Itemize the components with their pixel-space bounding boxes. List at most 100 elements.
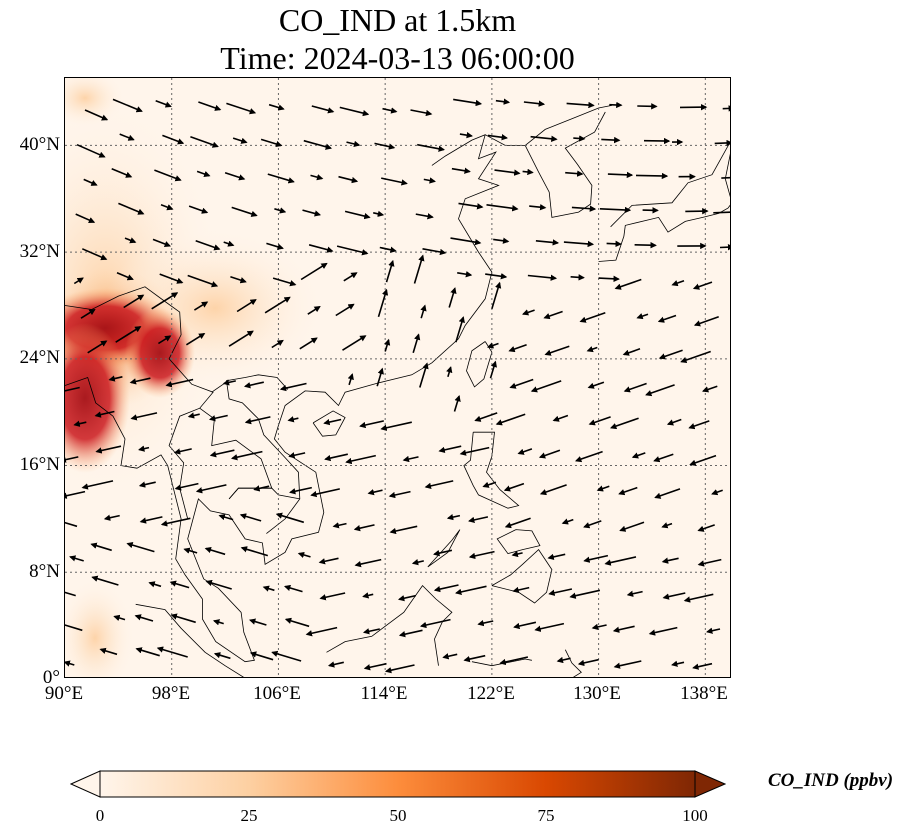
wind-arrow bbox=[73, 420, 87, 427]
wind-arrow bbox=[438, 445, 462, 454]
map-title-time: Time: 2024-03-13 06:00:00 bbox=[220, 40, 575, 76]
wind-arrow bbox=[95, 445, 122, 454]
wind-arrow bbox=[253, 485, 270, 492]
wind-arrow bbox=[170, 613, 196, 624]
wind-arrow bbox=[450, 237, 482, 246]
wind-arrow bbox=[547, 553, 566, 561]
wind-arrow bbox=[631, 452, 646, 459]
wind-arrow bbox=[243, 381, 264, 389]
wind-arrow bbox=[402, 455, 419, 463]
colorbar-label: CO_IND (ppbv) bbox=[768, 770, 894, 791]
wind-arrow bbox=[159, 273, 184, 284]
wind-arrow bbox=[433, 549, 453, 557]
wind-arrow bbox=[609, 101, 623, 109]
wind-arrow bbox=[134, 614, 154, 622]
wind-arrow bbox=[701, 385, 718, 393]
wind-arrow bbox=[188, 205, 209, 214]
wind-arrow bbox=[586, 346, 598, 353]
lat-tick-16n: 16°N bbox=[19, 454, 60, 475]
colorbar-min-extend bbox=[70, 770, 101, 798]
wind-arrow bbox=[108, 375, 123, 382]
wind-arrow bbox=[302, 209, 322, 217]
wind-arrow bbox=[512, 586, 530, 594]
wind-arrow bbox=[248, 618, 267, 626]
wind-arrow bbox=[165, 378, 194, 388]
wind-arrow bbox=[493, 237, 510, 244]
wind-arrow bbox=[563, 240, 595, 248]
wind-arrow bbox=[91, 575, 119, 586]
wind-arrow bbox=[271, 339, 284, 349]
korea-china-border-line bbox=[524, 105, 612, 146]
wind-arrow bbox=[711, 489, 723, 496]
wind-arrow bbox=[283, 584, 303, 593]
wind-arrow bbox=[124, 237, 137, 244]
wind-arrow bbox=[266, 242, 284, 250]
wind-arrow bbox=[223, 240, 235, 247]
wind-arrow bbox=[65, 490, 86, 499]
wind-arrow bbox=[477, 619, 494, 627]
wind-arrow bbox=[183, 547, 198, 554]
wind-arrow bbox=[262, 585, 275, 592]
wind-arrow bbox=[129, 377, 151, 385]
wind-arrow bbox=[579, 312, 606, 323]
wind-arrow bbox=[495, 98, 511, 105]
wind-arrow bbox=[544, 345, 570, 356]
wind-arrow bbox=[451, 167, 471, 174]
colorbar-tick-25: 25 bbox=[240, 806, 258, 825]
wind-arrow bbox=[654, 488, 681, 499]
sumatra-line bbox=[135, 603, 244, 677]
wind-arrow bbox=[275, 512, 305, 524]
wind-arrow bbox=[69, 555, 84, 562]
wind-arrow bbox=[671, 660, 685, 667]
korea-line bbox=[524, 111, 606, 218]
wind-arrow bbox=[634, 241, 657, 249]
wind-arrow bbox=[468, 550, 495, 560]
wind-arrow bbox=[156, 646, 188, 658]
wind-arrow bbox=[487, 134, 508, 141]
wind-arrow bbox=[297, 551, 311, 559]
wind-arrow bbox=[612, 625, 635, 633]
wind-arrow bbox=[169, 580, 190, 589]
china-coast-line bbox=[65, 134, 500, 663]
wind-arrow bbox=[453, 98, 483, 107]
wind-arrow bbox=[486, 204, 519, 212]
wind-arrow bbox=[574, 450, 603, 463]
wind-arrow bbox=[658, 349, 683, 360]
lon-tick-138e: 138°E bbox=[680, 683, 728, 704]
wind-arrow bbox=[81, 248, 108, 261]
taiwan-line bbox=[466, 341, 493, 388]
wind-arrow bbox=[385, 259, 395, 283]
wind-arrow bbox=[543, 310, 563, 320]
wind-arrow bbox=[374, 142, 396, 150]
wind-arrow bbox=[138, 445, 150, 452]
wind-arrow bbox=[123, 294, 145, 309]
wind-arrow bbox=[503, 482, 525, 492]
vietnam-border-line bbox=[226, 380, 301, 534]
wind-arrow bbox=[509, 378, 534, 389]
wind-arrow bbox=[303, 139, 333, 150]
wind-arrow bbox=[511, 550, 523, 558]
wind-arrow bbox=[119, 133, 135, 141]
wind-arrow bbox=[190, 135, 219, 148]
colorbar-max-extend bbox=[694, 770, 726, 798]
wind-arrow bbox=[174, 482, 199, 491]
wind-arrow bbox=[614, 278, 642, 290]
borneo-north-line bbox=[326, 584, 453, 666]
wind-arrow bbox=[601, 136, 621, 144]
wind-arrow bbox=[458, 202, 484, 210]
wind-arrow bbox=[299, 337, 318, 350]
wind-arrow bbox=[154, 169, 182, 182]
wind-arrow bbox=[666, 418, 682, 426]
cambodia-border-line bbox=[228, 487, 300, 500]
wind-arrow bbox=[482, 481, 497, 488]
wind-arrow bbox=[468, 516, 489, 524]
wind-arrow bbox=[279, 382, 307, 392]
wind-arrow bbox=[412, 333, 421, 354]
wind-arrow bbox=[680, 350, 711, 364]
wind-arrow bbox=[342, 335, 367, 351]
wind-arrow bbox=[517, 448, 533, 455]
lon-tick-130e: 130°E bbox=[573, 683, 621, 704]
wind-arrow bbox=[65, 386, 80, 392]
wind-arrow bbox=[527, 274, 558, 281]
wind-arrow bbox=[160, 204, 174, 211]
